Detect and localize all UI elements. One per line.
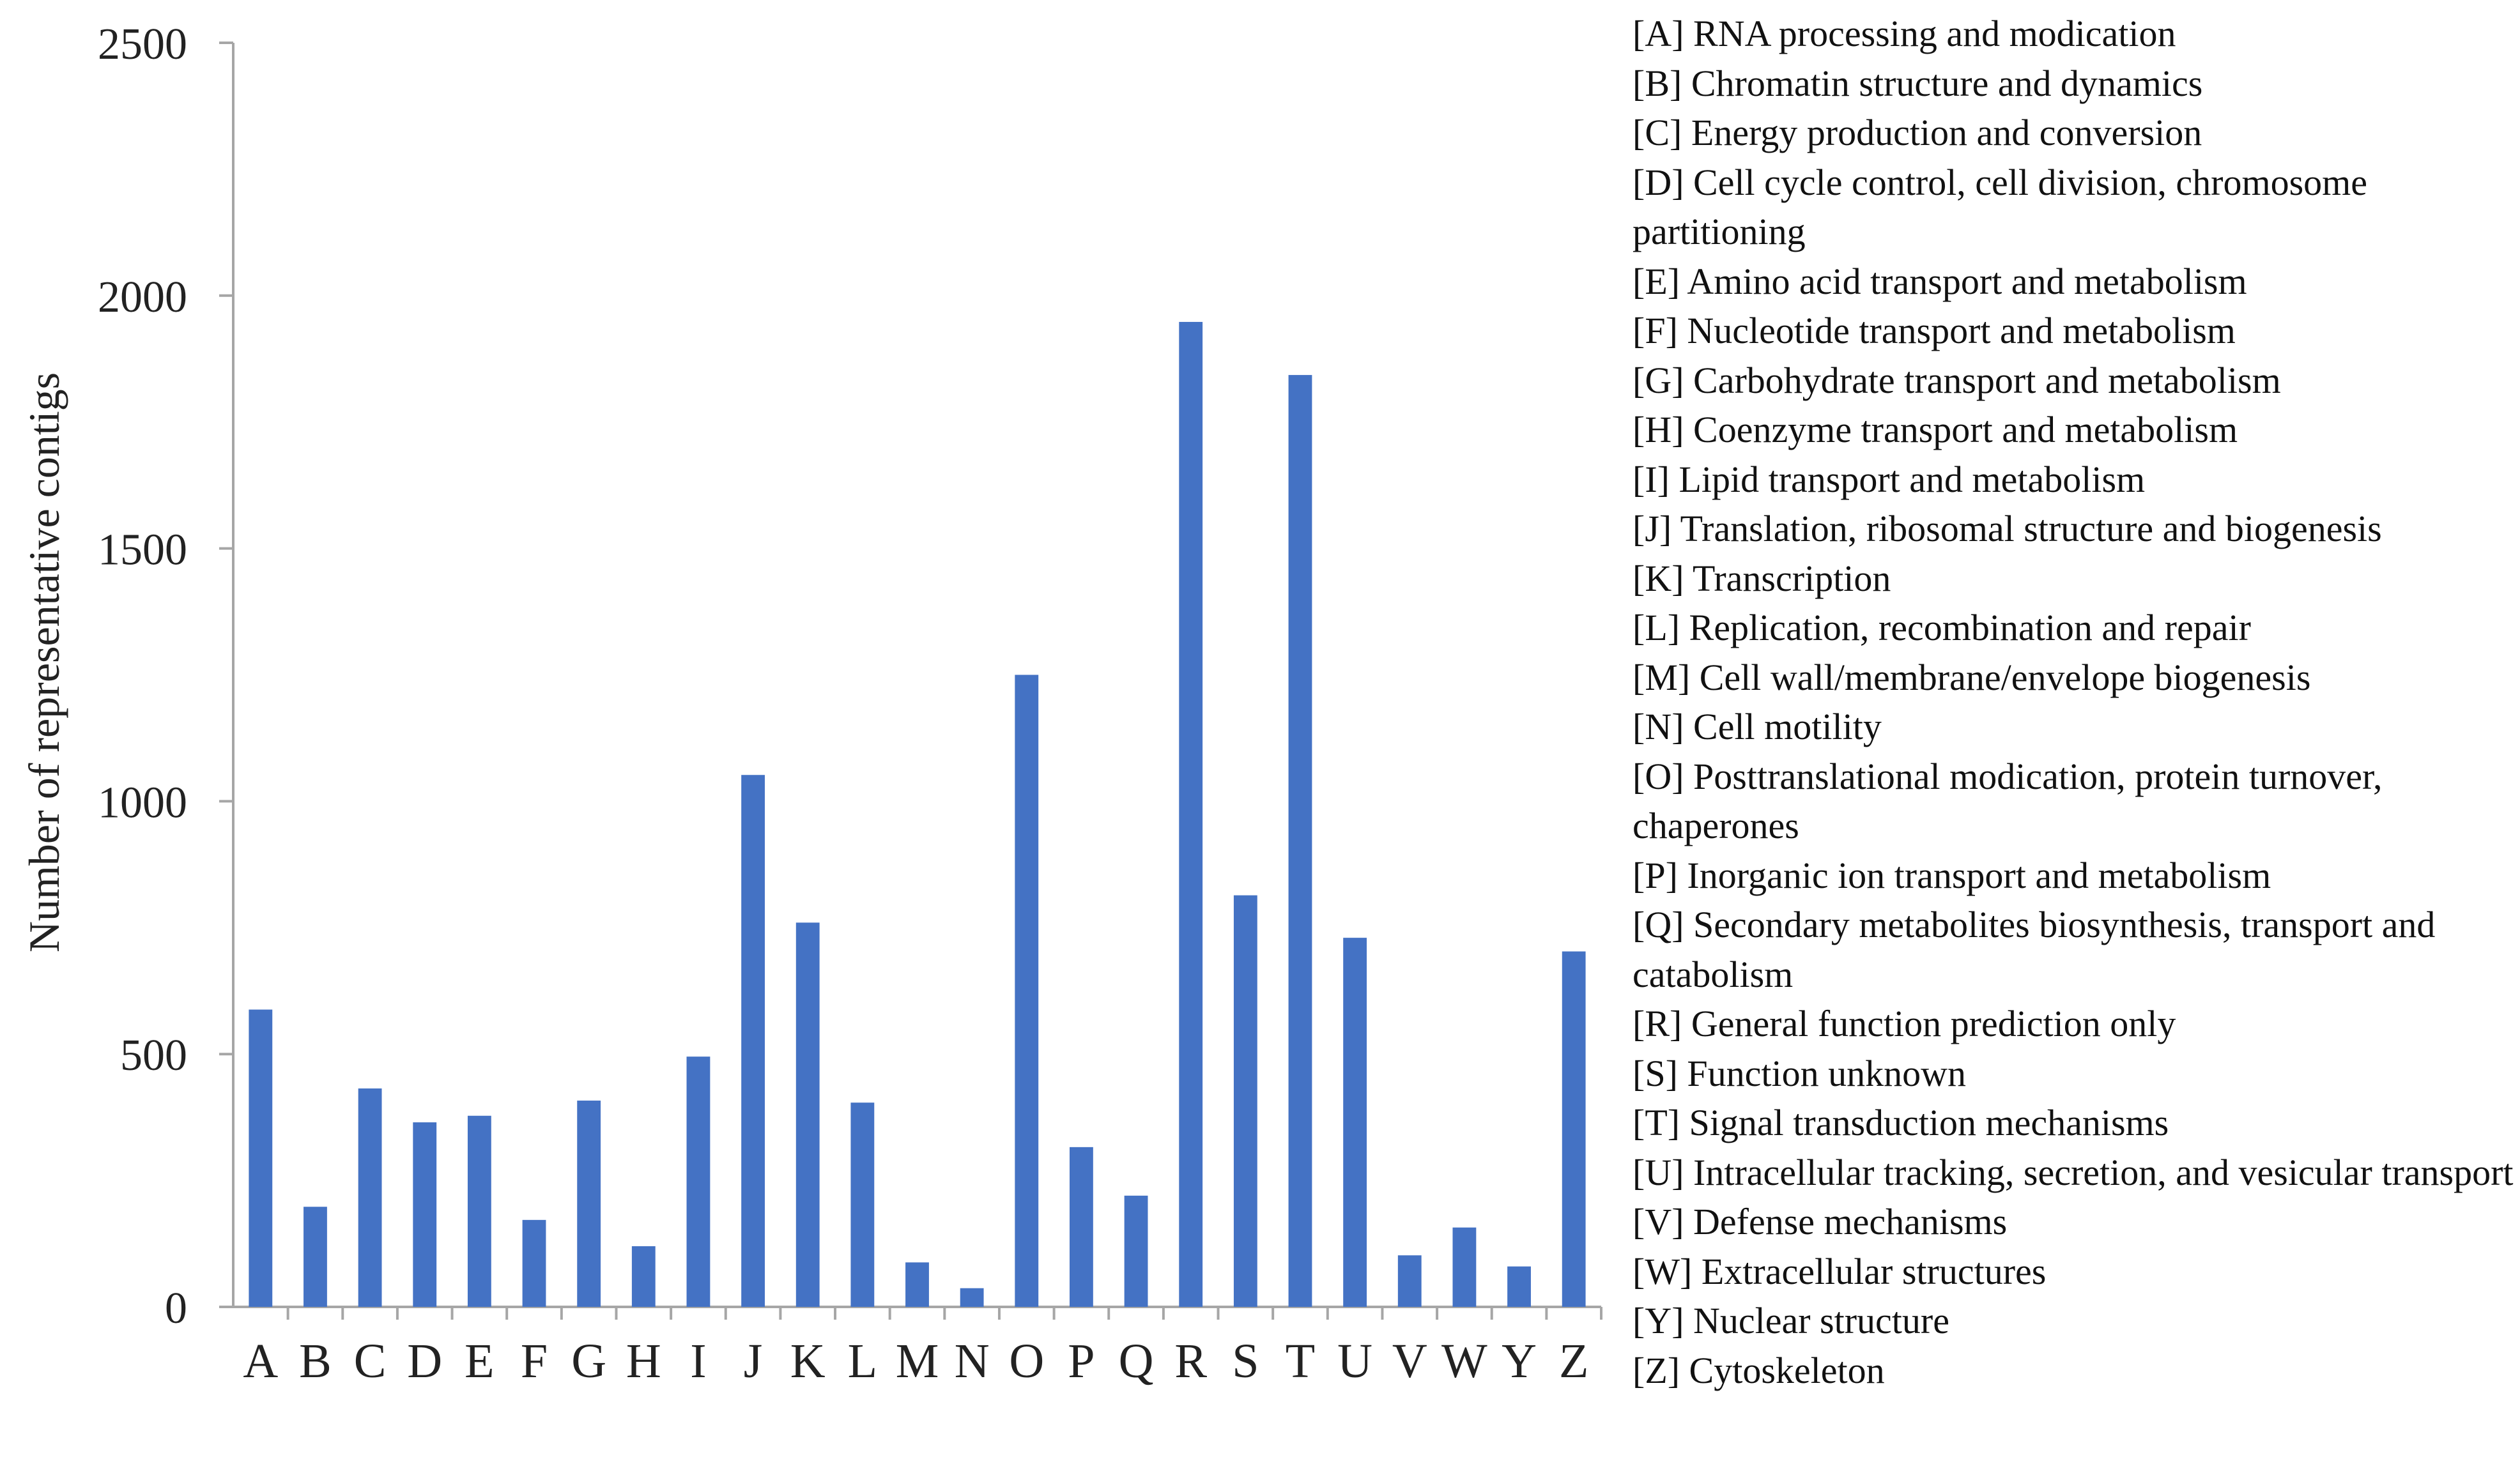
bar-J: [741, 775, 765, 1307]
legend-item-E: [E] Amino acid transport and metabolism: [1633, 260, 2247, 302]
x-tick-label-S: S: [1232, 1334, 1259, 1388]
legend-item-Q: [Q] Secondary metabolites biosynthesis, …: [1633, 904, 2436, 995]
legend-item-K: [K] Transcription: [1633, 557, 1891, 599]
y-tick-label: 1500: [98, 526, 187, 575]
x-tick-label-H: H: [626, 1334, 661, 1388]
x-tick-label-W: W: [1441, 1334, 1487, 1388]
bar-A: [249, 1009, 273, 1307]
x-tick-label-M: M: [896, 1334, 939, 1388]
legend: [A] RNA processing and modication [B] Chr…: [1633, 9, 2517, 1395]
bar-W: [1452, 1227, 1477, 1307]
legend-item-N: [N] Cell motility: [1633, 706, 1882, 747]
legend-item-B: [B] Chromatin structure and dynamics: [1633, 62, 2203, 104]
bar-Z: [1562, 951, 1586, 1307]
x-tick-label-D: D: [407, 1334, 442, 1388]
bar-O: [1015, 675, 1039, 1307]
bar-L: [850, 1102, 875, 1307]
x-tick-label-O: O: [1009, 1334, 1044, 1388]
legend-item-S: [S] Function unknown: [1633, 1052, 1966, 1094]
y-tick-labels: 0 500 1000 1500 2000 2500: [98, 20, 187, 1333]
bar-U: [1343, 938, 1367, 1307]
bar-K: [795, 922, 820, 1307]
legend-item-L: [L] Replication, recombination and repai…: [1633, 607, 2251, 648]
bar-P: [1070, 1147, 1093, 1307]
bar-N: [960, 1288, 984, 1307]
legend-item-P: [P] Inorganic ion transport and metaboli…: [1633, 854, 2271, 896]
x-tick-label-Z: Z: [1559, 1334, 1588, 1388]
y-tick-label: 1000: [98, 778, 187, 827]
legend-item-C: [C] Energy production and conversion: [1633, 112, 2202, 153]
legend-item-V: [V] Defense mechanisms: [1633, 1201, 2008, 1242]
bar-E: [467, 1115, 491, 1307]
y-axis-title: Number of representative contigs: [20, 372, 68, 952]
legend-item-G: [G] Carbohydrate transport and metabolis…: [1633, 359, 2281, 401]
bar-H: [631, 1246, 656, 1307]
x-tick-label-U: U: [1337, 1334, 1372, 1388]
axes: [219, 42, 1602, 1320]
x-tick-label-G: G: [571, 1334, 606, 1388]
x-tick-label-K: K: [790, 1334, 826, 1388]
legend-item-Z: [Z] Cytoskeleton: [1633, 1349, 1885, 1391]
y-tick-label: 2500: [98, 20, 187, 69]
x-tick-label-Y: Y: [1502, 1334, 1537, 1388]
x-tick-label-F: F: [521, 1334, 548, 1388]
x-tick-label-R: R: [1174, 1334, 1207, 1388]
bar-Q: [1124, 1195, 1148, 1307]
legend-item-A: [A] RNA processing and modication: [1633, 13, 2176, 54]
bar-I: [686, 1057, 711, 1307]
legend-item-Y: [Y] Nuclear structure: [1633, 1300, 1949, 1341]
x-tick-label-V: V: [1392, 1334, 1427, 1388]
bar-G: [577, 1101, 601, 1307]
legend-item-R: [R] General function prediction only: [1633, 1003, 2176, 1044]
bar-V: [1397, 1255, 1422, 1307]
x-tick-label-T: T: [1286, 1334, 1315, 1388]
bar-R: [1179, 321, 1203, 1308]
bar-D: [413, 1122, 437, 1307]
legend-item-O: [O] Posttranslational modication, protei…: [1633, 755, 2383, 847]
bar-T: [1288, 375, 1312, 1307]
legend-item-U: [U] Intracellular tracking, secretion, a…: [1633, 1151, 2514, 1193]
y-tick-label: 0: [165, 1284, 187, 1333]
legend-item-T: [T] Signal transduction mechanisms: [1633, 1102, 2169, 1143]
bar-B: [303, 1207, 327, 1307]
legend-item-I: [I] Lipid transport and metabolism: [1633, 458, 2146, 500]
x-tick-label-A: A: [243, 1334, 278, 1388]
y-tick-label: 500: [120, 1031, 187, 1080]
x-tick-label-P: P: [1068, 1334, 1095, 1388]
bar-Y: [1507, 1266, 1531, 1307]
legend-item-M: [M] Cell wall/membrane/envelope biogenes…: [1633, 656, 2311, 698]
legend-item-W: [W] Extracellular structures: [1633, 1250, 2047, 1292]
legend-item-F: [F] Nucleotide transport and metabolism: [1633, 310, 2236, 351]
x-tick-label-C: C: [354, 1334, 387, 1388]
x-tick-label-L: L: [848, 1334, 877, 1388]
x-tick-label-I: I: [690, 1334, 706, 1388]
legend-item-J: [J] Translation, ribosomal structure and…: [1633, 508, 2382, 549]
x-tick-label-N: N: [955, 1334, 990, 1388]
legend-item-H: [H] Coenzyme transport and metabolism: [1633, 409, 2238, 450]
x-tick-label-J: J: [744, 1334, 763, 1388]
bar-M: [905, 1262, 929, 1307]
bar-C: [358, 1088, 382, 1307]
bar-F: [522, 1219, 546, 1307]
x-tick-label-E: E: [465, 1334, 494, 1388]
x-tick-label-B: B: [299, 1334, 332, 1388]
bars: [249, 321, 1586, 1308]
y-tick-label: 2000: [98, 273, 187, 322]
x-tick-label-Q: Q: [1119, 1334, 1154, 1388]
bar-S: [1233, 895, 1257, 1307]
legend-item-D: [D] Cell cycle control, cell division, c…: [1633, 161, 2368, 253]
